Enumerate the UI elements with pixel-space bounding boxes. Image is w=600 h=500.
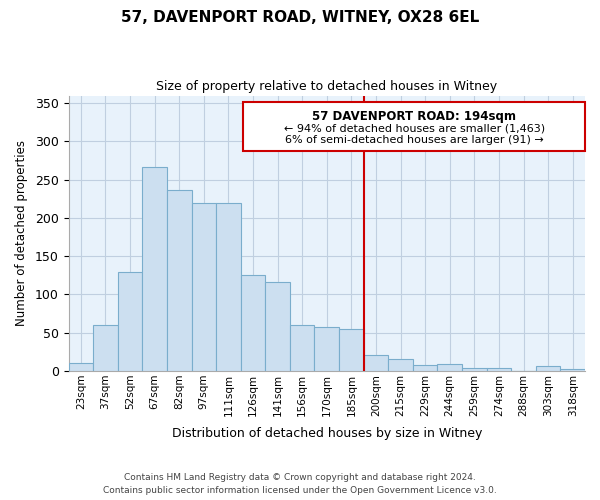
Bar — [314, 326, 339, 371]
Text: 6% of semi-detached houses are larger (91) →: 6% of semi-detached houses are larger (9… — [285, 136, 544, 145]
Bar — [339, 329, 364, 371]
Text: Contains HM Land Registry data © Crown copyright and database right 2024.: Contains HM Land Registry data © Crown c… — [124, 474, 476, 482]
Bar — [118, 272, 142, 371]
Y-axis label: Number of detached properties: Number of detached properties — [15, 140, 28, 326]
Bar — [536, 366, 560, 371]
Text: 57 DAVENPORT ROAD: 194sqm: 57 DAVENPORT ROAD: 194sqm — [312, 110, 516, 123]
Text: 57, DAVENPORT ROAD, WITNEY, OX28 6EL: 57, DAVENPORT ROAD, WITNEY, OX28 6EL — [121, 10, 479, 25]
Text: ← 94% of detached houses are smaller (1,463): ← 94% of detached houses are smaller (1,… — [284, 123, 545, 133]
Bar — [167, 190, 191, 371]
Bar — [364, 355, 388, 371]
Bar — [142, 166, 167, 371]
Text: Contains public sector information licensed under the Open Government Licence v3: Contains public sector information licen… — [103, 486, 497, 495]
Bar — [216, 202, 241, 371]
Title: Size of property relative to detached houses in Witney: Size of property relative to detached ho… — [156, 80, 497, 93]
X-axis label: Distribution of detached houses by size in Witney: Distribution of detached houses by size … — [172, 427, 482, 440]
Bar — [243, 102, 585, 150]
Bar — [487, 368, 511, 371]
Bar — [93, 325, 118, 371]
Bar — [68, 364, 93, 371]
Bar — [265, 282, 290, 371]
Bar — [462, 368, 487, 371]
Bar — [290, 325, 314, 371]
Bar — [413, 365, 437, 371]
Bar — [241, 276, 265, 371]
Bar — [560, 370, 585, 371]
Bar — [388, 358, 413, 371]
Bar — [437, 364, 462, 371]
Bar — [191, 202, 216, 371]
